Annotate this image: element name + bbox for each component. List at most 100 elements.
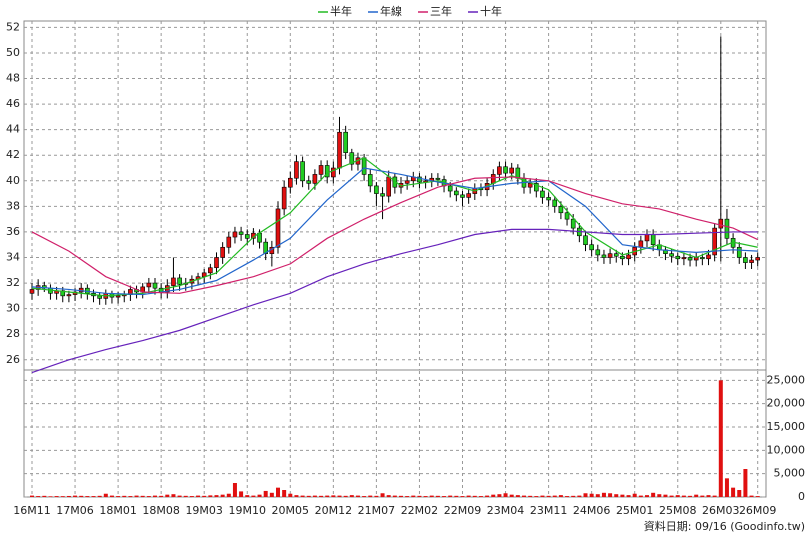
volume-bar bbox=[208, 495, 213, 497]
candle-body bbox=[177, 277, 182, 285]
candle-body bbox=[583, 235, 588, 246]
volume-bar bbox=[663, 494, 668, 497]
y2-tick-label: 15,000 bbox=[767, 420, 806, 433]
candle-body bbox=[29, 289, 35, 294]
candle-body bbox=[447, 185, 453, 192]
candle-body bbox=[552, 199, 558, 207]
volume-bar bbox=[552, 495, 557, 497]
candle-body bbox=[238, 231, 244, 235]
x-tick-label: 25M01 bbox=[616, 504, 654, 517]
footnote: 資料日期: 09/16 (Goodinfo.tw) bbox=[644, 519, 805, 533]
x-tick-label: 20M05 bbox=[272, 504, 310, 517]
x-tick-label: 19M03 bbox=[185, 504, 223, 517]
volume-bar bbox=[146, 496, 151, 497]
volume-bar bbox=[153, 495, 157, 497]
volume-bar bbox=[319, 495, 324, 497]
y-tick-label: 36 bbox=[6, 225, 20, 238]
volume-bar bbox=[429, 495, 434, 497]
ma-line bbox=[31, 228, 758, 374]
volume-bar bbox=[651, 492, 656, 497]
candle-body bbox=[675, 255, 681, 260]
volume-bar bbox=[165, 494, 170, 497]
volume-bar bbox=[497, 494, 502, 497]
volume-bar bbox=[571, 495, 576, 497]
x-tick-label: 22M02 bbox=[401, 504, 439, 517]
volume-bar bbox=[362, 496, 367, 497]
candle-body bbox=[226, 236, 232, 248]
candle-body bbox=[312, 174, 318, 184]
volume-bar bbox=[42, 495, 47, 497]
volume-bar bbox=[522, 495, 526, 497]
candle-body bbox=[490, 174, 496, 184]
volume-bar bbox=[737, 490, 742, 497]
candle-body bbox=[620, 255, 625, 260]
volume-bar bbox=[159, 495, 164, 497]
volume-bar bbox=[30, 495, 34, 497]
volume-bar bbox=[306, 495, 311, 497]
candle-body bbox=[374, 185, 379, 194]
legend-label: 三年 bbox=[430, 4, 452, 18]
candle-body bbox=[497, 166, 502, 175]
x-tick-label: 18M08 bbox=[142, 504, 180, 517]
x-tick-label: 17M06 bbox=[56, 504, 94, 517]
volume-bar bbox=[423, 496, 428, 497]
candle-body bbox=[294, 161, 299, 179]
candle-body bbox=[724, 218, 730, 239]
volume-bar bbox=[60, 496, 65, 497]
volume-bar bbox=[700, 495, 705, 497]
volume-bar bbox=[601, 492, 606, 497]
candle-body bbox=[681, 257, 687, 260]
candle-body bbox=[460, 194, 465, 198]
volume-bar bbox=[546, 495, 551, 497]
volume-bar bbox=[73, 495, 78, 497]
volume-bar bbox=[294, 495, 299, 497]
candle-body bbox=[208, 267, 213, 274]
volume-bar bbox=[122, 495, 127, 497]
legend-label: 十年 bbox=[480, 4, 502, 18]
y-tick-label: 46 bbox=[6, 97, 20, 110]
volume-bar bbox=[349, 495, 354, 497]
volume-bar bbox=[755, 496, 760, 497]
candle-body bbox=[527, 183, 533, 188]
volume-bar bbox=[245, 495, 250, 497]
candle-body bbox=[601, 254, 607, 258]
candle-body bbox=[503, 166, 508, 174]
volume-bar bbox=[97, 495, 102, 497]
volume-bar bbox=[534, 496, 539, 497]
x-tick-label: 26M03 bbox=[702, 504, 740, 517]
x-tick-label: 23M04 bbox=[487, 504, 525, 517]
candle-body bbox=[306, 180, 312, 184]
volume-bar bbox=[565, 496, 570, 497]
x-tick-label: 16M11 bbox=[13, 504, 51, 517]
volume-bar bbox=[276, 487, 280, 497]
candle-body bbox=[361, 157, 367, 175]
y-tick-label: 34 bbox=[6, 251, 20, 264]
candle-body bbox=[712, 227, 717, 256]
volume-bar bbox=[681, 495, 686, 497]
volume-bar bbox=[577, 495, 582, 497]
volume-bar bbox=[485, 495, 490, 497]
volume-bar bbox=[528, 495, 533, 497]
volume-bar bbox=[448, 495, 453, 497]
volume-bar bbox=[614, 494, 619, 497]
candle-body bbox=[214, 257, 219, 269]
y-tick-label: 48 bbox=[6, 72, 20, 85]
y2-tick-label: 5,000 bbox=[774, 467, 806, 480]
candle-body bbox=[115, 295, 121, 298]
candle-body bbox=[650, 234, 656, 246]
candle-body bbox=[263, 241, 269, 254]
candle-body bbox=[589, 244, 594, 251]
volume-bar bbox=[675, 495, 680, 497]
volume-bar bbox=[91, 496, 96, 497]
x-tick-label: 22M09 bbox=[444, 504, 482, 517]
y-tick-label: 30 bbox=[6, 302, 20, 315]
volume-bar bbox=[183, 495, 188, 497]
candle-body bbox=[287, 177, 293, 188]
volume-bar bbox=[343, 495, 348, 497]
y-tick-label: 26 bbox=[6, 353, 20, 366]
candle-body bbox=[743, 257, 748, 263]
candle-body bbox=[152, 282, 158, 289]
volume-bar bbox=[688, 495, 693, 497]
y-tick-label: 32 bbox=[6, 276, 20, 289]
